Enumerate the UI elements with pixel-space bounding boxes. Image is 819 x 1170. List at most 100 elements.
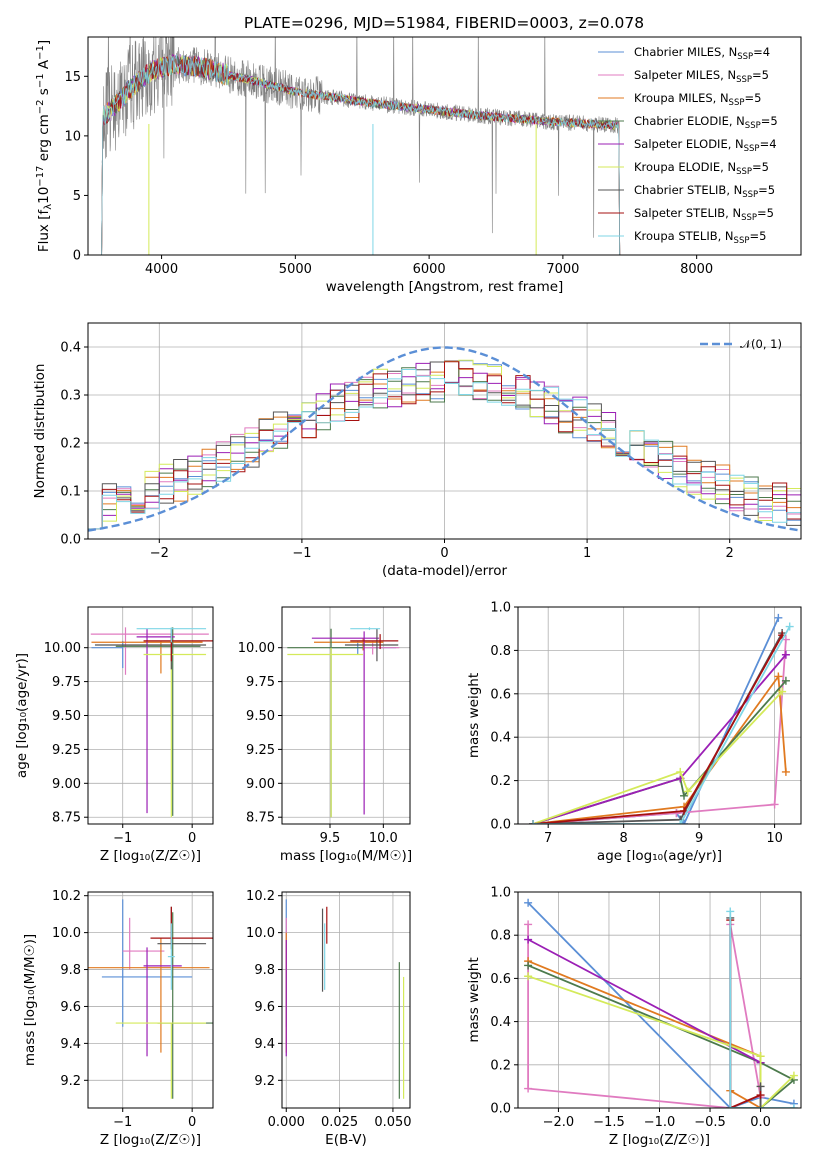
x-tick-label: 0.025 bbox=[321, 1115, 358, 1130]
gaussian-reference-curve bbox=[88, 346, 799, 532]
x-tick-label: 8 bbox=[620, 831, 628, 846]
y-tick-label: 0.4 bbox=[490, 1015, 511, 1030]
legend-entry-tail: =5 bbox=[761, 114, 778, 128]
y-tick-label: 9.4 bbox=[60, 1037, 81, 1052]
y-tick-label: 9.00 bbox=[246, 777, 275, 792]
y-tick-label: 0.4 bbox=[490, 731, 511, 746]
model-spectrum-line bbox=[101, 53, 621, 255]
mass-weight-marker bbox=[524, 898, 533, 907]
y-tick-label: 10.0 bbox=[52, 926, 81, 941]
y-tick-label: 0.8 bbox=[490, 929, 511, 944]
plot-area bbox=[287, 627, 400, 818]
legend-entry-text: Kroupa ELODIE, N bbox=[634, 160, 736, 174]
mass-weight-marker bbox=[785, 622, 794, 631]
residuals-panel: −2 −1 0 1 2 0.0 0.1 0.2 0.3 0.4 (data-model)/error… bbox=[32, 322, 802, 579]
y-axis-label: mass weight bbox=[466, 673, 482, 758]
y-tick-label: 0.6 bbox=[490, 687, 511, 702]
y-axis-label-part: −1 bbox=[35, 73, 46, 88]
x-tick-label: 1 bbox=[583, 546, 591, 561]
y-axis-label-part: A bbox=[36, 59, 52, 73]
spectrum-panel: 4000 5000 6000 7000 8000 0 5 10 15 wavelength [An… bbox=[35, 36, 802, 295]
x-axis-label: Z [log₁₀(Z/Z☉)] bbox=[100, 1132, 201, 1148]
x-axis-label: (data-model)/error bbox=[382, 563, 508, 579]
legend-entry: Chabrier ELODIE, NSSP=5 bbox=[634, 114, 778, 131]
mass-weight-line bbox=[729, 911, 794, 1108]
y-tick-label: 9.4 bbox=[254, 1037, 275, 1052]
weight-vs-metallicity-panel: −2.0 −1.5 −1.0 −0.5 0.0 0.0 0.2 0.4 0.6 0.8 1.0 Z [… bbox=[466, 886, 802, 1148]
mass-weight-line bbox=[527, 964, 796, 1108]
mass-weight-line bbox=[533, 634, 783, 824]
y-tick-label: 10.00 bbox=[44, 641, 81, 656]
y-axis-label: age [log₁₀(age/yr)] bbox=[14, 653, 30, 778]
plot-area bbox=[88, 346, 801, 532]
plot-area bbox=[88, 899, 213, 1099]
legend-entry-sub: SSP bbox=[737, 52, 753, 62]
y-tick-label: 0.0 bbox=[490, 818, 511, 833]
y-tick-label: 9.2 bbox=[60, 1074, 81, 1089]
x-tick-label: 4000 bbox=[145, 262, 178, 277]
y-axis-label-part: −1 bbox=[35, 45, 46, 60]
x-tick-label: −2 bbox=[150, 546, 169, 561]
model-spectrum-line bbox=[101, 55, 621, 255]
y-tick-label: 9.75 bbox=[52, 675, 81, 690]
y-tick-label: 8.75 bbox=[246, 811, 275, 826]
y-tick-label: 9.6 bbox=[60, 1000, 81, 1015]
y-axis-label: mass weight bbox=[466, 957, 482, 1042]
y-tick-label: 8.75 bbox=[52, 811, 81, 826]
model-spectrum-line bbox=[101, 55, 621, 255]
axes-frame bbox=[87, 36, 802, 256]
x-axis-label: Z [log₁₀(Z/Z☉)] bbox=[609, 1132, 710, 1148]
legend-entry-tail: =5 bbox=[752, 68, 769, 82]
y-axis-label-part: λ bbox=[43, 204, 54, 210]
mass-weight-marker bbox=[778, 687, 787, 696]
plot-area bbox=[101, 37, 621, 255]
y-tick-label: 15 bbox=[64, 70, 81, 85]
legend-entry-tail: =4 bbox=[760, 137, 777, 151]
x-tick-label: 0 bbox=[188, 831, 196, 846]
mass-weight-marker bbox=[524, 961, 533, 970]
mass-weight-line bbox=[532, 690, 783, 824]
mass-vs-extinction-panel: 0.000 0.025 0.050 9.2 9.4 9.6 9.8 10.0 10.2 E(B-V… bbox=[246, 889, 411, 1148]
model-spectrum-line bbox=[101, 53, 621, 255]
mass-weight-line bbox=[533, 626, 791, 824]
legend-entry-tail: =4 bbox=[753, 45, 770, 59]
mass-weight-marker bbox=[524, 972, 533, 981]
x-tick-label: 0 bbox=[188, 1115, 196, 1130]
y-tick-label: 0 bbox=[73, 249, 81, 264]
mass-weight-marker bbox=[774, 613, 783, 622]
model-spectrum-line bbox=[101, 54, 621, 255]
y-axis-label-part: −2 bbox=[35, 99, 46, 114]
figure-title: PLATE=0296, MJD=51984, FIBERID=0003, z=0… bbox=[244, 14, 644, 32]
mass-weight-marker bbox=[676, 767, 685, 776]
y-tick-label: 9.50 bbox=[246, 709, 275, 724]
legend-entry-tail: =5 bbox=[744, 91, 761, 105]
x-tick-label: 0.000 bbox=[268, 1115, 305, 1130]
mass-weight-marker bbox=[770, 800, 779, 809]
x-tick-label: −1.0 bbox=[644, 1115, 676, 1130]
y-tick-label: 1.0 bbox=[490, 601, 511, 616]
y-axis-label-part: 10 bbox=[36, 187, 52, 204]
x-tick-label: 9 bbox=[695, 831, 703, 846]
legend-entry-sub: SSP bbox=[741, 213, 757, 223]
y-tick-label: 1.0 bbox=[490, 886, 511, 901]
x-tick-label: 5000 bbox=[279, 262, 312, 277]
y-tick-label: 9.75 bbox=[246, 675, 275, 690]
y-axis-label-part: −17 bbox=[35, 166, 46, 187]
mass-weight-marker bbox=[524, 935, 533, 944]
legend-entry: Chabrier STELIB, NSSP=5 bbox=[634, 183, 775, 200]
legend-entry-sub: SSP bbox=[742, 190, 758, 200]
model-spectrum-line bbox=[101, 55, 621, 255]
mass-weight-marker bbox=[524, 920, 533, 929]
legend-entry-sub: SSP bbox=[736, 75, 752, 85]
legend-entry-text: Chabrier MILES, N bbox=[634, 45, 737, 59]
legend-entry-sub: SSP bbox=[729, 98, 745, 108]
y-tick-label: 0.1 bbox=[60, 485, 81, 500]
plot-area bbox=[524, 898, 798, 1108]
y-tick-label: 0.2 bbox=[60, 437, 81, 452]
legend-entry-tail: =5 bbox=[757, 206, 774, 220]
x-tick-label: 6000 bbox=[413, 262, 446, 277]
residual-histogram-step bbox=[88, 361, 801, 530]
plot-area bbox=[529, 613, 794, 824]
